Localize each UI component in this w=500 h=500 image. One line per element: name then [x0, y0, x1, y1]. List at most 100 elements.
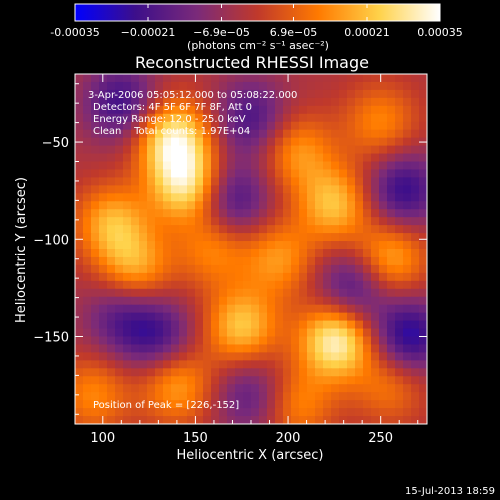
heatmap-cell — [187, 209, 196, 218]
heatmap-cell — [107, 320, 116, 330]
heatmap-cell — [323, 193, 332, 202]
heatmap-cell — [395, 392, 404, 401]
heatmap-cell — [379, 368, 388, 377]
heatmap-cell — [267, 392, 276, 401]
heatmap-cell — [291, 193, 300, 202]
heatmap-cell — [259, 304, 268, 314]
heatmap-cell — [203, 74, 212, 83]
heatmap-cell — [355, 336, 364, 346]
heatmap-cell — [411, 328, 420, 338]
heatmap-cell — [115, 352, 124, 361]
heatmap-cell — [203, 312, 212, 322]
heatmap-cell — [123, 129, 132, 139]
heatmap-cell — [139, 225, 148, 234]
heatmap-cell — [347, 360, 356, 369]
heatmap-cell — [195, 153, 204, 163]
heatmap-cell — [323, 225, 332, 234]
heatmap-cell — [299, 320, 308, 330]
heatmap-cell — [251, 74, 260, 83]
heatmap-cell — [99, 81, 108, 91]
heatmap-cell — [155, 89, 164, 99]
heatmap-cell — [171, 169, 180, 179]
heatmap-cell — [339, 201, 348, 210]
heatmap-cell — [139, 328, 148, 338]
heatmap-cell — [283, 416, 292, 424]
heatmap-cell — [83, 145, 92, 155]
heatmap-cell — [331, 153, 340, 163]
heatmap-cell — [83, 89, 92, 99]
heatmap-cell — [187, 89, 196, 99]
heatmap-cell — [315, 320, 324, 330]
heatmap-cell — [219, 312, 228, 322]
heatmap-cell — [283, 105, 292, 115]
heatmap-cell — [339, 264, 348, 274]
heatmap-cell — [267, 408, 276, 417]
heatmap-cell — [251, 113, 260, 123]
heatmap-cell — [83, 408, 92, 417]
heatmap-cell — [259, 360, 268, 369]
heatmap-cell — [235, 81, 244, 91]
heatmap-cell — [355, 296, 364, 306]
heatmap-cell — [75, 241, 84, 250]
heatmap-cell — [227, 241, 236, 250]
heatmap-cell — [219, 217, 228, 226]
heatmap-cell — [299, 384, 308, 393]
heatmap-cell — [291, 272, 300, 282]
heatmap-cell — [171, 376, 180, 385]
heatmap-cell — [131, 225, 140, 234]
heatmap-cell — [227, 113, 236, 123]
heatmap-cell — [91, 241, 100, 250]
heatmap-cell — [403, 121, 412, 131]
colorbar-frame — [74, 3, 441, 22]
heatmap-cell — [123, 249, 132, 258]
heatmap-cell — [219, 392, 228, 401]
heatmap-cell — [99, 416, 108, 424]
heatmap-cell — [147, 105, 156, 115]
heatmap-cell — [411, 296, 420, 306]
heatmap-cell — [155, 217, 164, 226]
heatmap-cell — [363, 89, 372, 99]
heatmap-cell — [267, 344, 276, 354]
heatmap-cell — [339, 161, 348, 171]
heatmap-cell — [339, 344, 348, 354]
heatmap-cell — [291, 256, 300, 266]
heatmap-cell — [259, 384, 268, 393]
heatmap-cell — [315, 81, 324, 91]
heatmap-cell — [291, 74, 300, 83]
heatmap-cell — [395, 145, 404, 155]
heatmap-cell — [371, 272, 380, 282]
heatmap-cell — [227, 185, 236, 194]
heatmap-cell — [195, 336, 204, 346]
heatmap-cell — [195, 400, 204, 409]
heatmap-cell — [123, 209, 132, 218]
heatmap-cell — [147, 352, 156, 361]
heatmap-cell — [179, 392, 188, 401]
heatmap-cell — [411, 384, 420, 393]
heatmap-cell — [171, 209, 180, 218]
heatmap-cell — [291, 161, 300, 171]
heatmap-cell — [107, 225, 116, 234]
heatmap-cell — [131, 352, 140, 361]
heatmap-cell — [347, 304, 356, 314]
heatmap-cell — [291, 105, 300, 115]
heatmap-cell — [291, 352, 300, 361]
heatmap-cell — [283, 296, 292, 306]
heatmap-cell — [171, 145, 180, 155]
heatmap-cell — [211, 408, 220, 417]
heatmap-cell — [91, 193, 100, 202]
heatmap-cell — [155, 169, 164, 179]
heatmap-cell — [387, 169, 396, 179]
heatmap-cell — [363, 296, 372, 306]
heatmap-cell — [323, 328, 332, 338]
heatmap-cell — [411, 416, 420, 424]
heatmap-cell — [331, 177, 340, 186]
heatmap-cell — [243, 416, 252, 424]
heatmap-cell — [371, 201, 380, 210]
heatmap-cell — [99, 241, 108, 250]
heatmap-cell — [83, 113, 92, 123]
heatmap-cell — [203, 81, 212, 91]
heatmap-cell — [131, 272, 140, 282]
heatmap-cell — [219, 296, 228, 306]
heatmap-cell — [323, 408, 332, 417]
heatmap-cell — [155, 201, 164, 210]
